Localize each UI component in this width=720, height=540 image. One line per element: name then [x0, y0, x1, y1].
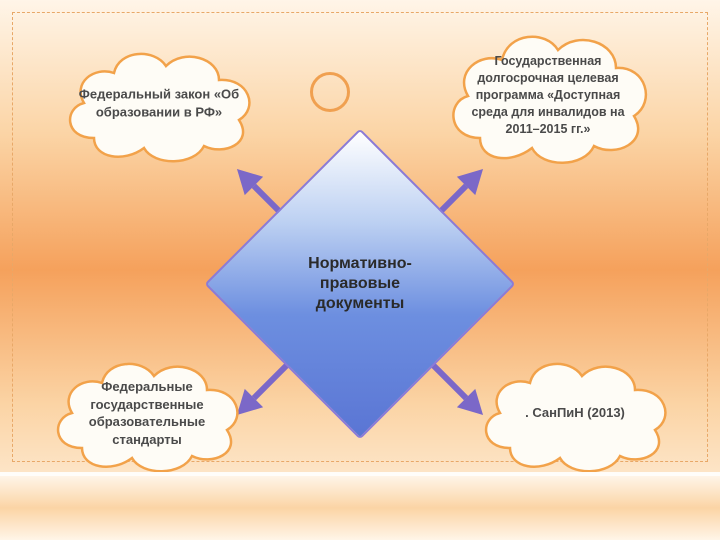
center-label: Нормативно-правовые документы [275, 254, 445, 314]
cloud-fgos: Федеральные государственные образователь… [42, 348, 252, 478]
bottom-band [0, 472, 720, 540]
slide: Нормативно-правовые документы Федеральны… [0, 0, 720, 540]
cloud-label: . СанПиН (2013) [490, 404, 660, 422]
cloud-sanpin: . СанПиН (2013) [470, 348, 680, 478]
cloud-program: Государственная долгосрочная целевая про… [438, 20, 658, 170]
cloud-label: Федеральный закон «Об образовании в РФ» [74, 85, 244, 120]
decorative-ring-icon [310, 72, 350, 112]
center-diamond: Нормативно-правовые документы [250, 174, 470, 394]
cloud-label: Государственная долгосрочная целевая про… [458, 53, 638, 137]
cloud-law: Федеральный закон «Об образовании в РФ» [54, 38, 264, 168]
cloud-label: Федеральные государственные образователь… [62, 378, 232, 448]
